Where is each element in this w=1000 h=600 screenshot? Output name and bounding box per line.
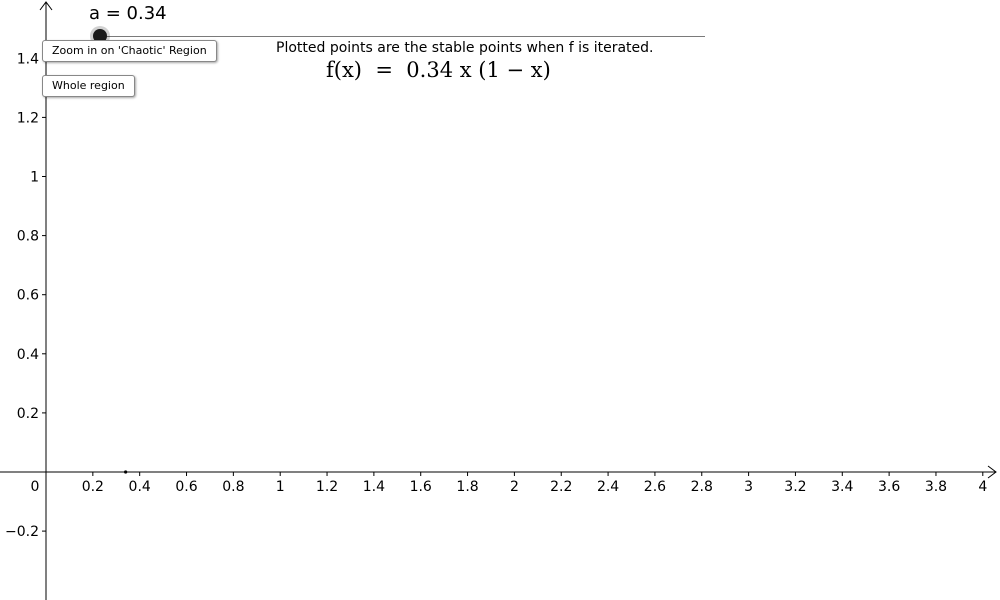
x-tick-label: 2.6: [644, 479, 666, 495]
x-tick-label: 1: [276, 479, 285, 495]
x-tick-label: 2.4: [597, 479, 619, 495]
x-axis-arrow: [987, 465, 997, 479]
whole-region-button[interactable]: Whole region: [42, 75, 135, 97]
x-tick-label: 2.8: [691, 479, 713, 495]
y-ticks: −0.2 0.2 0.4 0.6 0.8 1 1.2 1.4: [5, 51, 46, 540]
slider-label: a = 0.34: [89, 3, 167, 24]
x-tick-label: 3.8: [925, 479, 947, 495]
description-text: Plotted points are the stable points whe…: [276, 40, 654, 56]
x-tick-label: 0.2: [82, 479, 104, 495]
x-tick-label: 4: [978, 479, 987, 495]
y-tick-label: 0.2: [17, 406, 39, 422]
y-tick-label: 1.4: [17, 51, 39, 67]
x-ticks: 0.2 0.4 0.6 0.8 1 1.2 1.4 1.6 1.8 2 2.2 2.4 2.6 2.8 3 3…: [82, 472, 987, 495]
x-tick-label: 2: [510, 479, 519, 495]
y-tick-label: 0.6: [17, 288, 39, 304]
x-tick-label: 0.4: [129, 479, 151, 495]
slider-track[interactable]: [100, 36, 705, 37]
stable-point: [124, 470, 128, 474]
y-tick-label: 0.4: [17, 347, 39, 363]
function-formula: f(x) = 0.34 x (1 − x): [326, 58, 551, 82]
y-tick-label: 1: [30, 170, 39, 186]
x-tick-label: 3: [744, 479, 753, 495]
zoom-chaotic-button[interactable]: Zoom in on 'Chaotic' Region: [42, 40, 217, 62]
origin-label: 0: [31, 479, 40, 495]
y-tick-label: 1.2: [17, 110, 39, 126]
slider-handle[interactable]: [93, 29, 107, 43]
x-tick-label: 3.4: [831, 479, 853, 495]
x-tick-label: 1.4: [363, 479, 385, 495]
y-tick-label: 0.8: [17, 229, 39, 245]
x-tick-label: 3.2: [784, 479, 806, 495]
x-tick-label: 0.6: [175, 479, 197, 495]
x-tick-label: 0.8: [222, 479, 244, 495]
x-tick-label: 3.6: [878, 479, 900, 495]
x-tick-label: 2.2: [550, 479, 572, 495]
x-tick-label: 1.8: [456, 479, 478, 495]
stable-points: [124, 470, 128, 474]
y-tick-label: −0.2: [5, 524, 39, 540]
x-tick-label: 1.2: [316, 479, 338, 495]
x-tick-label: 1.6: [410, 479, 432, 495]
y-axis-arrow: [39, 1, 53, 11]
